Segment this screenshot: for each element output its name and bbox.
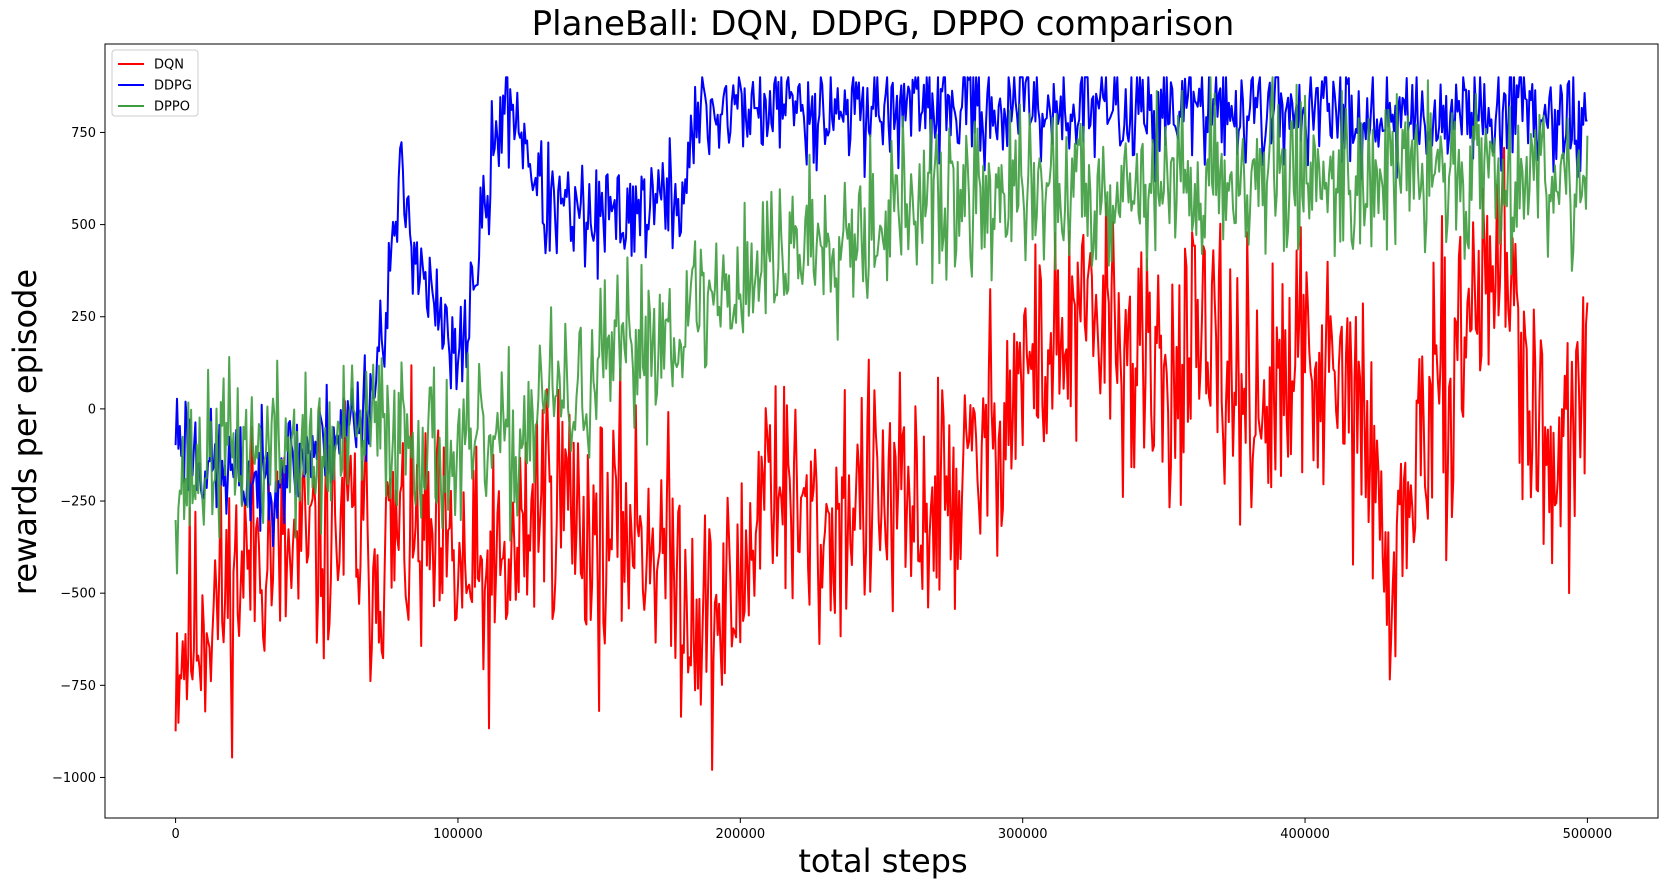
- y-axis: −1000 −750 −500 −250 0 250 500 750: [52, 126, 105, 786]
- y-axis-label: rewards per episode: [6, 269, 44, 595]
- legend: DQN DDPG DPPO: [111, 49, 199, 117]
- legend-label: DDPG: [154, 79, 192, 94]
- x-axis-label: total steps: [798, 842, 967, 880]
- series-line-dqn: [174, 146, 1589, 771]
- y-tick-label: 500: [71, 218, 96, 233]
- legend-box: [111, 49, 199, 117]
- legend-label: DQN: [154, 58, 184, 73]
- series-line-dppo: [174, 76, 1589, 575]
- y-tick-label: −500: [60, 587, 96, 602]
- plot-area: [174, 76, 1589, 771]
- plot-frame: [104, 43, 1659, 819]
- y-tick-label: 0: [88, 402, 96, 417]
- y-tick-label: 750: [71, 126, 96, 141]
- x-tick-label: 500000: [1563, 827, 1613, 842]
- y-tick-label: 250: [71, 310, 96, 325]
- x-tick-label: 300000: [998, 827, 1048, 842]
- x-tick-label: 100000: [433, 827, 483, 842]
- chart-title: PlaneBall: DQN, DDPG, DPPO comparison: [532, 4, 1235, 44]
- x-tick-label: 400000: [1280, 827, 1330, 842]
- x-tick-label: 0: [171, 827, 179, 842]
- x-axis: 0 100000 200000 300000 400000 500000: [171, 818, 1612, 842]
- y-tick-label: −250: [60, 495, 96, 510]
- series-line-ddpg: [174, 76, 1588, 548]
- y-tick-label: −1000: [52, 771, 96, 786]
- legend-label: DPPO: [154, 100, 190, 115]
- x-tick-label: 200000: [715, 827, 765, 842]
- y-tick-label: −750: [60, 679, 96, 694]
